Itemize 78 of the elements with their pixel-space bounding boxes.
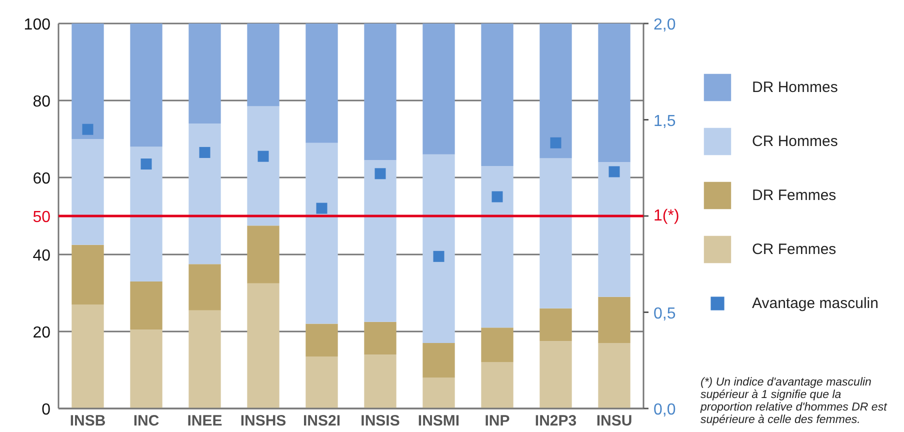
bar xyxy=(247,106,280,226)
x-tick-label: IN2P3 xyxy=(534,412,577,430)
x-tick-label: INS2I xyxy=(302,412,341,430)
y2-tick-label: 1,5 xyxy=(654,112,676,130)
bar xyxy=(72,304,104,408)
bar xyxy=(364,322,396,355)
bar xyxy=(481,166,514,328)
bar xyxy=(130,281,162,330)
y2-tick-label: 0,0 xyxy=(654,402,676,418)
legend-label: DR Femmes xyxy=(752,186,836,206)
bar xyxy=(188,24,221,124)
bar xyxy=(364,354,396,408)
x-tick-label: INC xyxy=(133,412,160,430)
x-tick-label: INEE xyxy=(187,412,222,430)
bar xyxy=(72,244,104,305)
point xyxy=(433,250,444,262)
text: (*) Un indice d'avantage masculin supérieur à 1 signifie que la proportion relative d'hommes DR est supérieure à celle des femmes. xyxy=(700,376,888,426)
y-tick-label: 100 xyxy=(24,16,51,34)
point xyxy=(140,158,152,170)
bar xyxy=(481,24,514,166)
y2-tick-label: 0,5 xyxy=(654,305,676,322)
bar xyxy=(188,124,221,264)
bar xyxy=(72,24,104,139)
bar xyxy=(72,139,104,245)
bar xyxy=(540,308,572,342)
point xyxy=(199,146,210,158)
bar xyxy=(306,356,338,408)
point xyxy=(316,202,328,214)
x-tick-label: INSHS xyxy=(240,412,286,430)
bar xyxy=(130,330,162,408)
y2-tick-label: 2,0 xyxy=(654,16,676,34)
bar xyxy=(306,324,338,357)
y-tick-label: 80 xyxy=(32,94,51,110)
x-tick-label: INSMI xyxy=(418,412,460,430)
y2-tick-label: 1(*) xyxy=(654,208,680,224)
bar xyxy=(422,378,455,408)
bar xyxy=(422,343,455,378)
x-tick-label: INSU xyxy=(596,412,632,430)
y-tick-label: 40 xyxy=(32,248,51,264)
bar xyxy=(247,24,280,106)
bar xyxy=(188,310,221,408)
y-tick-label: 20 xyxy=(32,324,51,342)
bar xyxy=(481,362,514,408)
bar xyxy=(306,142,338,324)
bar xyxy=(481,328,514,362)
y-tick-label: 60 xyxy=(32,170,51,188)
bar xyxy=(598,296,630,344)
point xyxy=(374,168,386,180)
bar xyxy=(540,341,572,408)
point xyxy=(608,166,620,178)
x-tick-label: INP xyxy=(484,412,510,430)
bar xyxy=(130,24,162,147)
bar xyxy=(540,158,572,308)
x-tick-label: INSB xyxy=(70,412,106,430)
bar xyxy=(598,343,630,408)
legend-label: CR Hommes xyxy=(752,132,838,152)
point xyxy=(492,191,503,202)
bar xyxy=(422,24,455,154)
legend-label: DR Hommes xyxy=(752,78,838,98)
point xyxy=(550,137,562,148)
bar xyxy=(540,24,572,158)
x-tick-label: INSIS xyxy=(360,412,400,430)
bar xyxy=(364,24,396,160)
bar xyxy=(247,226,280,284)
bar xyxy=(598,24,630,162)
legend-label: CR Femmes xyxy=(752,240,836,260)
bar xyxy=(422,154,455,344)
bar xyxy=(130,146,162,282)
bar xyxy=(306,24,338,143)
legend-label: Avantage masculin xyxy=(752,294,878,314)
ref-line-label: 50 xyxy=(32,209,51,226)
bar xyxy=(247,283,280,408)
bar xyxy=(188,264,221,310)
point xyxy=(82,124,94,135)
bar xyxy=(598,162,630,297)
bar xyxy=(364,160,396,322)
point xyxy=(258,150,269,162)
y-tick-label: 0 xyxy=(42,402,51,418)
